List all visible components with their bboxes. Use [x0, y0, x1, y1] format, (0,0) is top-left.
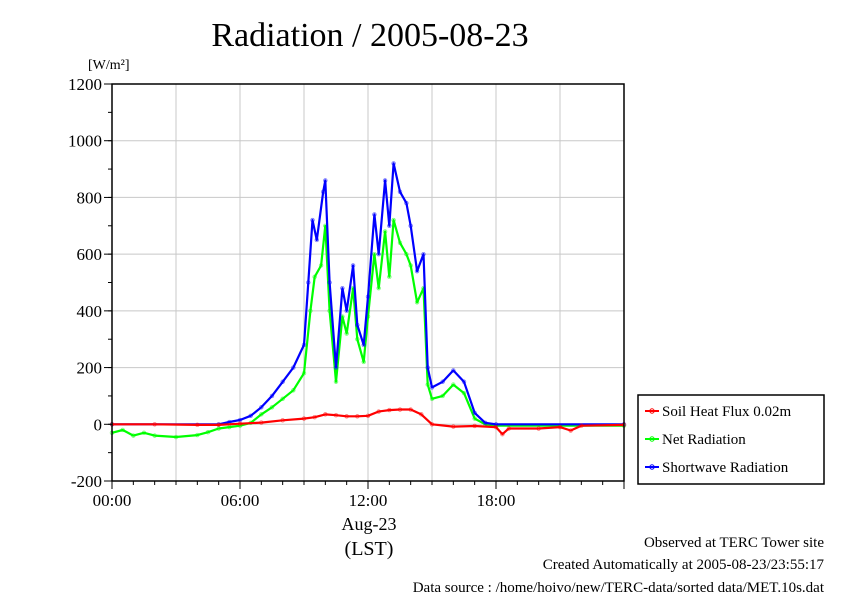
y-tick-label: 800 — [77, 188, 103, 207]
legend-label: Shortwave Radiation — [662, 460, 789, 476]
data-point — [451, 368, 456, 373]
y-tick-label: 0 — [94, 415, 103, 434]
y-axis: 1200 1000 800 600 400 200 0 -200 — [68, 75, 112, 491]
series-layer — [109, 161, 627, 440]
series-line — [111, 219, 624, 439]
x-tick-label: 00:00 — [93, 491, 132, 510]
data-point — [500, 432, 505, 437]
y-tick-label: 200 — [77, 359, 103, 378]
legend-marker — [649, 408, 655, 414]
footer-source: Data source : /home/hoivo/new/TERC-data/… — [412, 580, 824, 596]
legend-marker — [649, 464, 655, 470]
data-point — [259, 405, 264, 410]
y-axis-unit: [W/m²] — [88, 58, 130, 73]
y-tick-label: 600 — [77, 245, 103, 264]
x-tick-label: 18:00 — [477, 491, 516, 510]
series-shortwave-radiation — [109, 161, 627, 427]
series-soil-heat-flux-0-02m — [109, 407, 627, 437]
chart-title: Radiation / 2005-08-23 — [211, 17, 528, 54]
x-tick-label: 06:00 — [221, 491, 260, 510]
x-axis-zone-label: (LST) — [345, 538, 394, 560]
x-axis: 00:00 06:00 12:00 18:00 — [93, 481, 625, 510]
x-tick-label: 12:00 — [349, 491, 388, 510]
y-tick-label: 1000 — [68, 132, 102, 151]
legend-label: Net Radiation — [662, 432, 746, 448]
legend-label: Soil Heat Flux 0.02m — [662, 404, 792, 420]
footer-observed: Observed at TERC Tower site — [643, 535, 824, 551]
y-tick-label: -200 — [71, 472, 102, 491]
series-line — [112, 162, 624, 426]
legend: Soil Heat Flux 0.02m Net Radiation Shortwa… — [637, 394, 825, 485]
data-point — [451, 382, 456, 387]
legend-marker — [649, 436, 655, 442]
x-axis-date-label: Aug-23 — [342, 514, 397, 534]
y-tick-label: 1200 — [68, 75, 102, 94]
legend-box — [637, 394, 825, 485]
series-line — [112, 408, 625, 436]
footer-created: Created Automatically at 2005-08-23/23:5… — [542, 557, 824, 573]
grid-lines — [112, 84, 624, 481]
y-tick-label: 400 — [77, 302, 103, 321]
